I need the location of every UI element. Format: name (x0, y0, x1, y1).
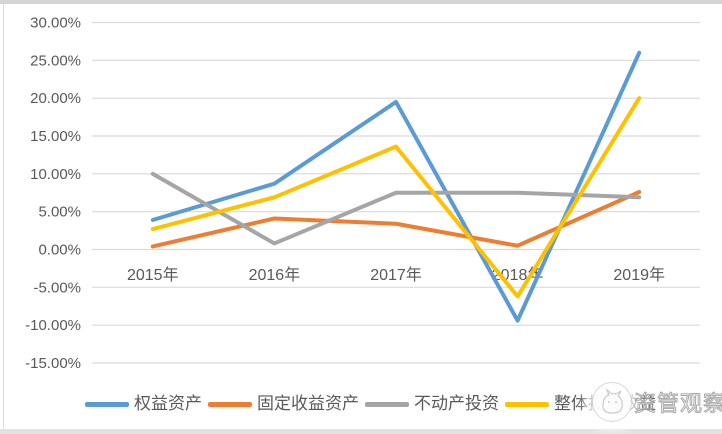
x-axis-category-labels: 2015年 2016年 2017年 2018年 2019年 (127, 266, 665, 284)
legend-item-equity-assets: 权益资产 (85, 394, 202, 414)
x-axis-category-label: 2016年 (249, 266, 301, 284)
cat-logo-icon (592, 382, 632, 422)
y-axis-tick-label: 30.00% (30, 15, 81, 32)
y-axis-tick-label: -15.00% (25, 355, 81, 372)
watermark: 资管观察 (592, 380, 722, 424)
x-axis-category-label: 2015年 (127, 266, 179, 284)
gridlines (92, 21, 700, 364)
y-axis-tick-label: 10.00% (30, 166, 81, 183)
y-axis-tick-label: -10.00% (25, 317, 81, 334)
legend-item-fixed-income: 固定收益资产 (208, 394, 359, 414)
y-axis-tick-label: -5.00% (33, 279, 81, 296)
left-divider (3, 4, 4, 429)
legend-label-real-estate: 不动产投资 (414, 394, 499, 413)
top-divider (0, 0, 722, 4)
legend-swatch-real-estate (365, 401, 409, 407)
y-axis-tick-label: 15.00% (30, 128, 81, 145)
legend-label-fixed-income: 固定收益资产 (257, 394, 359, 413)
legend-swatch-overall-return (505, 401, 549, 407)
x-axis-category-label: 2017年 (370, 266, 422, 284)
series-line-overall-return (150, 96, 642, 299)
series-lines (150, 50, 642, 323)
legend-item-real-estate: 不动产投资 (365, 394, 499, 414)
y-axis-tick-labels: 30.00% 25.00% 20.00% 15.00% 10.00% 5.00% 0.00%… (25, 15, 81, 373)
watermark-text: 资管观察 (633, 391, 722, 417)
legend-label-equity-assets: 权益资产 (134, 394, 202, 413)
y-axis-tick-label: 0.00% (38, 242, 81, 259)
legend-swatch-fixed-income (208, 401, 252, 407)
bottom-divider (0, 429, 722, 434)
y-axis-tick-label: 5.00% (38, 204, 81, 221)
y-axis-tick-label: 20.00% (30, 90, 81, 107)
x-axis-category-label: 2019年 (613, 266, 665, 284)
series-line-real-estate (150, 171, 642, 246)
legend-swatch-equity-assets (85, 401, 129, 407)
y-axis-tick-label: 25.00% (30, 52, 81, 69)
line-chart: 30.00% 25.00% 20.00% 15.00% 10.00% 5.00% 0.00%… (25, 15, 700, 373)
